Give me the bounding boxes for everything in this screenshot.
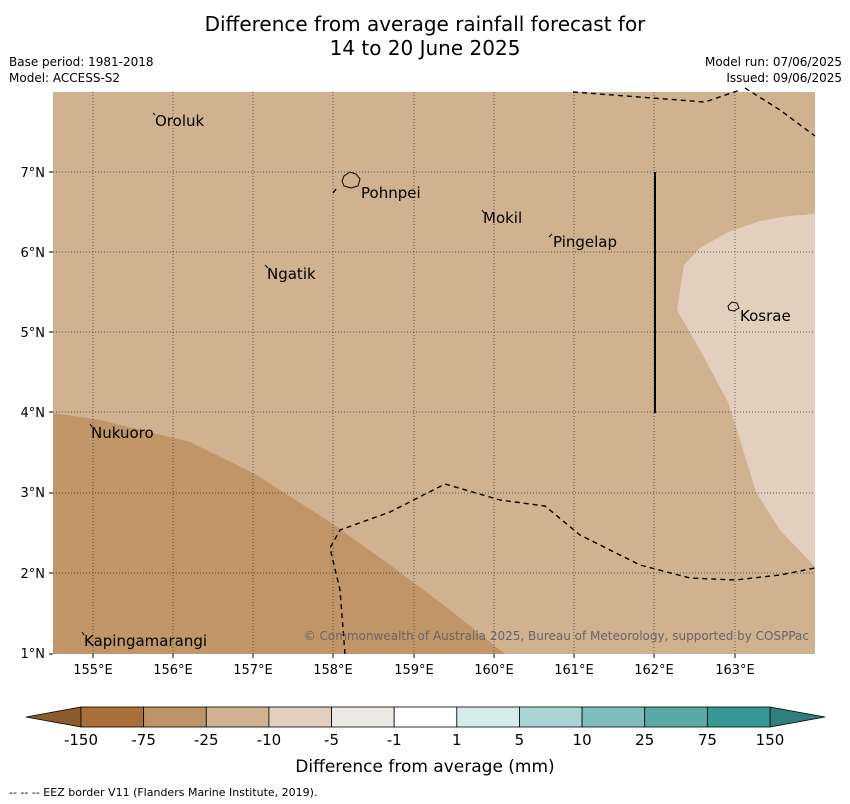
colorbar-segment	[519, 706, 583, 728]
eez-borders	[329, 87, 816, 655]
colorbar-segment	[581, 706, 646, 728]
colorbar: -150 -75 -25 -10 -5 -1 1 5 10 25 75 150 Difference …	[25, 706, 826, 777]
place-ngatik: Ngatik	[267, 265, 316, 283]
lon-tick-label: 162°E	[634, 663, 674, 678]
lat-tick-label: 7°N	[21, 166, 46, 181]
colorbar-tick-label: 1	[452, 731, 462, 749]
kapinga-dot	[81, 631, 85, 636]
axis-ticks	[49, 171, 736, 658]
kosrae-outline	[727, 301, 740, 312]
colorbar-segments	[80, 706, 771, 728]
oroluk-dot	[152, 112, 156, 116]
place-kapingamarangi: Kapingamarangi	[84, 632, 207, 650]
model-run: Model run: 07/06/2025	[704, 55, 842, 69]
islands	[81, 112, 740, 636]
colorbar-segment	[205, 706, 270, 728]
colorbar-segment	[80, 706, 145, 728]
colorbar-segment	[331, 706, 395, 728]
ngatik-dot	[264, 264, 269, 269]
longitude-labels: 155°E 156°E 157°E 158°E 159°E 160°E 161°…	[73, 663, 755, 678]
pohnpei-outline	[341, 171, 361, 189]
colorbar-tick-label: -10	[257, 731, 282, 749]
colorbar-over-arrow	[769, 706, 826, 728]
base-period: Base period: 1981-2018	[9, 55, 154, 69]
lon-tick-label: 163°E	[715, 663, 755, 678]
place-mokil: Mokil	[483, 209, 522, 227]
lon-tick-label: 158°E	[313, 663, 353, 678]
lon-tick-label: 161°E	[554, 663, 594, 678]
colorbar-segment	[706, 706, 771, 728]
colorbar-tick-label: -1	[387, 731, 402, 749]
lon-tick-label: 156°E	[153, 663, 193, 678]
model-info: Base period: 1981-2018 Model: ACCESS-S2	[9, 54, 154, 86]
dry-anomaly-region	[53, 413, 505, 654]
colorbar-tick-label: -150	[64, 731, 98, 749]
colorbar-segment	[143, 706, 207, 728]
place-pingelap: Pingelap	[553, 233, 617, 251]
colorbar-label: Difference from average (mm)	[295, 757, 554, 777]
colorbar-segment	[456, 706, 520, 728]
map-panel: Oroluk Pohnpei Mokil Pingelap Ngatik Kos…	[53, 87, 816, 655]
colorbar-tick-label: -25	[194, 731, 219, 749]
latitude-labels: 1°N 2°N 3°N 4°N 5°N 6°N 7°N	[21, 166, 46, 662]
colorbar-tick-labels: -150 -75 -25 -10 -5 -1 1 5 10 25 75 150	[64, 731, 784, 749]
colorbar-segment	[644, 706, 708, 728]
run-info: Model run: 07/06/2025 Issued: 09/06/2025	[705, 54, 842, 86]
lat-tick-label: 1°N	[21, 647, 46, 662]
colorbar-tick-label: 150	[756, 731, 785, 749]
lat-tick-label: 2°N	[21, 567, 46, 582]
lon-tick-label: 159°E	[394, 663, 434, 678]
place-kosrae: Kosrae	[740, 307, 791, 325]
colorbar-tick-label: -5	[324, 731, 339, 749]
issued-date: Issued: 09/06/2025	[726, 71, 842, 85]
wet-anomaly-region	[677, 214, 815, 567]
colorbar-segment	[393, 706, 458, 728]
lat-tick-label: 4°N	[21, 406, 46, 421]
map-title: Difference from average rainfall forecas…	[0, 12, 850, 60]
colorbar-under-arrow	[25, 706, 82, 728]
model-name: Model: ACCESS-S2	[9, 71, 121, 85]
nukuoro-dot	[89, 423, 93, 428]
title-line-2: 14 to 20 June 2025	[329, 36, 521, 60]
colorbar-tick-label: 5	[515, 731, 525, 749]
lat-tick-label: 5°N	[21, 326, 46, 341]
lon-tick-label: 157°E	[233, 663, 273, 678]
place-oroluk: Oroluk	[155, 112, 204, 130]
colorbar-tick-label: 25	[635, 731, 654, 749]
colorbar-tick-label: -75	[131, 731, 156, 749]
eez-legend-note: -- -- -- EEZ border V11 (Flanders Marine…	[9, 786, 318, 799]
lon-tick-label: 155°E	[73, 663, 113, 678]
lat-tick-label: 6°N	[21, 246, 46, 261]
place-nukuoro: Nukuoro	[91, 424, 154, 442]
lon-tick-label: 160°E	[474, 663, 514, 678]
title-line-1: Difference from average rainfall forecas…	[204, 12, 646, 36]
lat-tick-label: 3°N	[21, 486, 46, 501]
colorbar-tick-label: 75	[698, 731, 717, 749]
copyright-notice: © Commonwealth of Australia 2025, Bureau…	[304, 629, 809, 643]
mokil-dot	[481, 209, 485, 214]
colorbar-tick-label: 10	[573, 731, 592, 749]
place-pohnpei: Pohnpei	[361, 184, 421, 202]
colorbar-segment	[268, 706, 332, 728]
pingelap-dot	[548, 233, 553, 238]
place-labels: Oroluk Pohnpei Mokil Pingelap Ngatik Kos…	[84, 112, 791, 650]
